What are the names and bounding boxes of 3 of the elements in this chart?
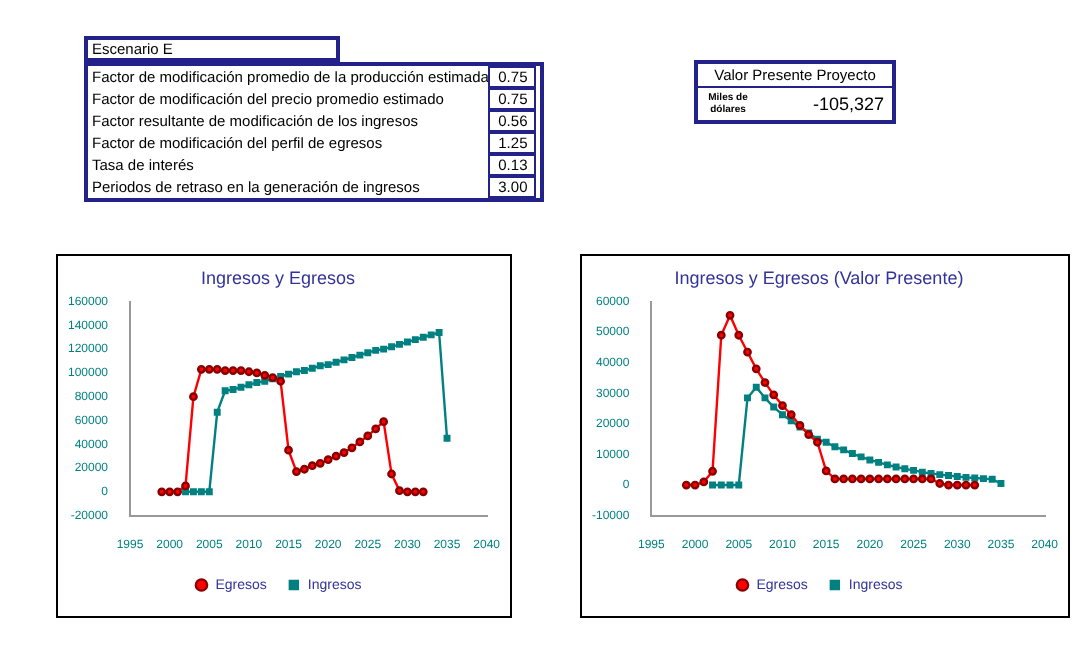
data-label: -105,327 [812, 94, 884, 114]
chart-title: Ingresos y Egresos (Valor Presente) [674, 267, 964, 288]
chart-title: Ingresos y Egresos [200, 267, 357, 288]
